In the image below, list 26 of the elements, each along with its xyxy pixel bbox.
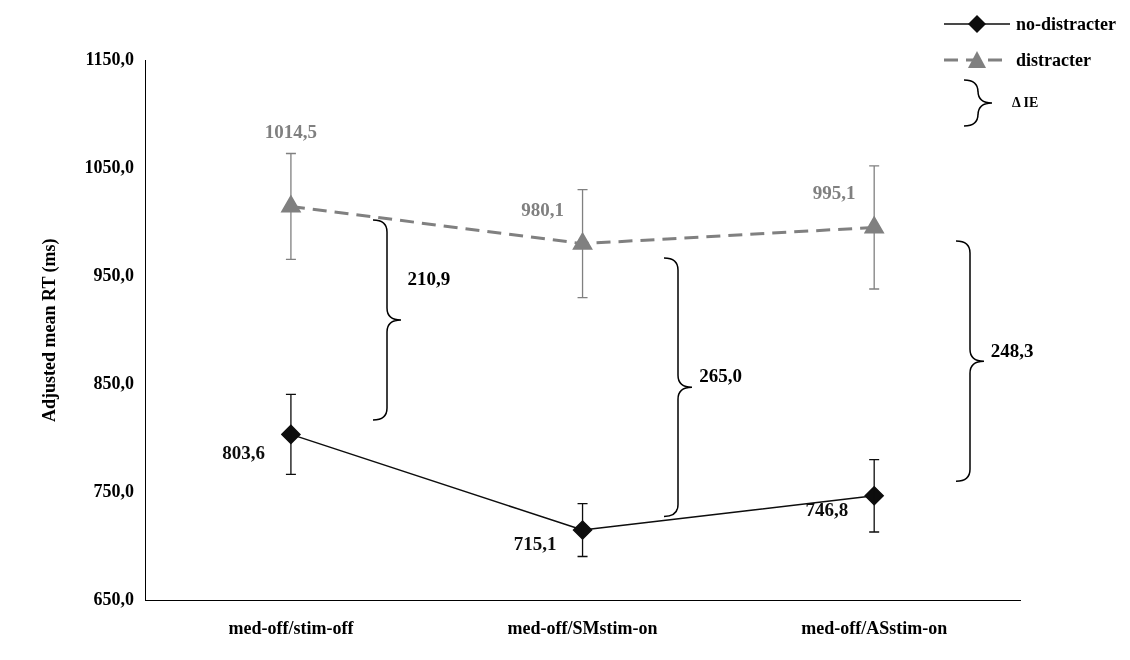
data-label: 995,1 xyxy=(812,182,856,204)
y-tick-label: 1050,0 xyxy=(84,156,135,177)
data-label: 746,8 xyxy=(805,498,849,520)
annotation: 210,9 xyxy=(407,268,451,290)
point xyxy=(864,486,884,506)
data-label: 1014,5 xyxy=(264,121,318,143)
legend-label: distracter xyxy=(1016,49,1091,71)
data-label: 803,6 xyxy=(222,442,265,464)
x-tick-label: med-off/stim-off xyxy=(228,617,355,638)
legend-label: no-distracter xyxy=(1016,13,1116,35)
y-tick-label: 850,0 xyxy=(93,372,135,393)
point xyxy=(573,233,592,250)
y-tick-label: 950,0 xyxy=(93,264,135,285)
y-tick-label: 650,0 xyxy=(93,589,135,610)
y-tick-label: 750,0 xyxy=(93,480,135,501)
annotation: 265,0 xyxy=(699,364,742,386)
data-label: 715,1 xyxy=(513,533,557,555)
x-tick-label: med-off/ASstim-on xyxy=(801,617,948,638)
y-tick-label: 1150,0 xyxy=(85,48,135,69)
point xyxy=(864,216,884,234)
point xyxy=(572,520,593,540)
data-label: 980,1 xyxy=(521,198,564,220)
y-axis-title: Adjusted mean RT (ms) xyxy=(39,238,61,422)
annotation: Δ IE xyxy=(1012,95,1039,111)
annotation: 248,3 xyxy=(990,339,1034,361)
x-tick-label: med-off/SMstim-on xyxy=(507,617,658,638)
